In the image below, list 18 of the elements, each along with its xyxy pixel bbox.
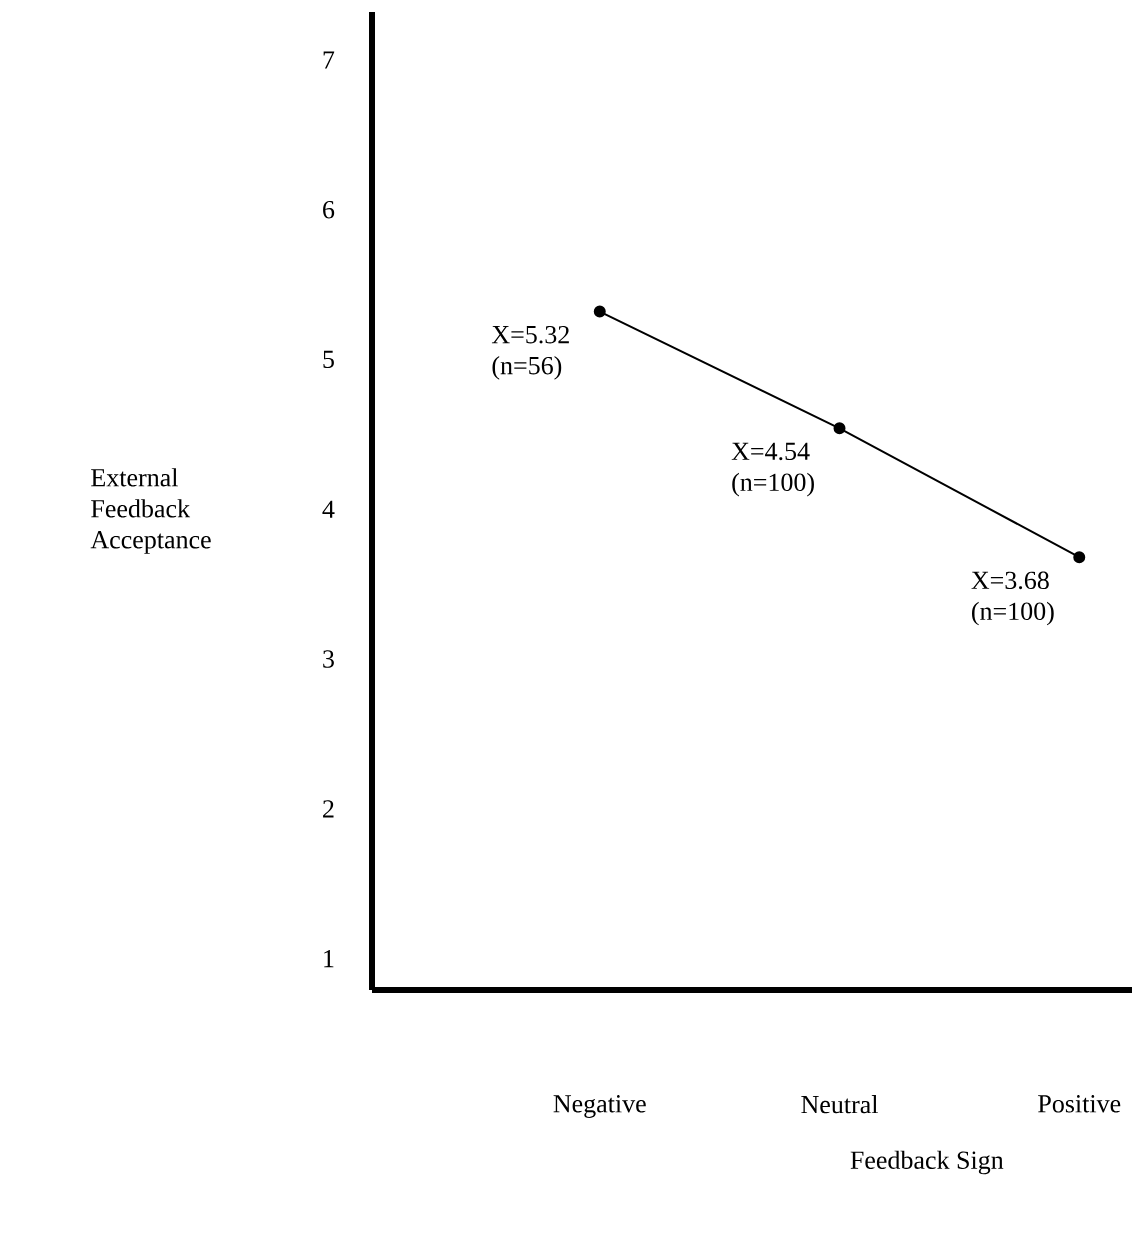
y-tick-label: 2 <box>323 800 334 818</box>
x-axis-title: Feedback Sign <box>850 1150 1004 1175</box>
y-tick-label: 7 <box>323 51 335 69</box>
y-tick-label: 4 <box>322 500 335 518</box>
y-tick-label: 6 <box>323 200 335 219</box>
y-tick-label: 3 <box>323 650 334 668</box>
data-label: X=4.54 (n=100) <box>731 442 814 497</box>
y-tick-label: 5 <box>323 350 334 369</box>
y-tick-label: 1 <box>324 949 334 968</box>
x-tick-label: Negative <box>553 1095 646 1118</box>
point <box>833 422 846 435</box>
data-label: X=3.68 (n=100) <box>971 571 1054 626</box>
x-tick-label: Positive <box>1038 1095 1121 1113</box>
y-axis-title: External Feedback Acceptance <box>90 468 211 554</box>
x-tick-label: Neutral <box>801 1095 878 1114</box>
point <box>1073 551 1086 564</box>
data-label: X=5.32 (n=56) <box>491 325 569 380</box>
point <box>593 305 606 318</box>
